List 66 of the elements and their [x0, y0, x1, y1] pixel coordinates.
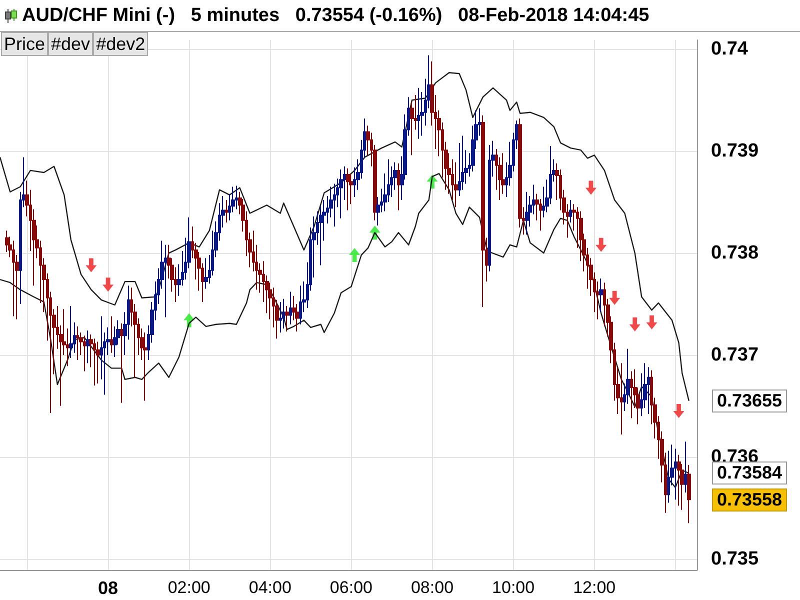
candlestick [630, 370, 633, 419]
y-tick-label: 0.737 [711, 344, 759, 366]
candlestick [143, 332, 147, 402]
x-tick-label: 04:00 [248, 578, 292, 597]
candlestick [83, 335, 86, 372]
candlestick [86, 330, 90, 364]
candlestick [674, 448, 677, 500]
point [629, 317, 640, 332]
candlestick [687, 464, 691, 524]
y-tick-label: 0.738 [711, 242, 759, 264]
chart-title: AUD/CHF Mini (-) 5 minutes 0.73554 (-0.16%) 08-Feb-2018 14:04:45 [22, 4, 650, 26]
annotation: #dev2 [93, 32, 148, 56]
point [86, 258, 97, 272]
x-tick-label: 10:00 [492, 578, 535, 597]
candlestick [120, 322, 123, 404]
candlestick [110, 316, 113, 354]
annotation: Price [1, 32, 48, 56]
x-tick-label: 08:00 [410, 578, 454, 597]
candlestick [285, 306, 289, 332]
candlestick [225, 200, 228, 223]
candlestick [684, 441, 687, 494]
candlestick [620, 362, 623, 435]
candlestick [282, 298, 285, 329]
point [609, 290, 620, 305]
y-tick-label: 0.735 [711, 548, 759, 570]
candlestick [164, 244, 167, 318]
candlestick [299, 285, 302, 325]
candlestick [69, 306, 73, 358]
annotation: 0.73584 [712, 462, 788, 485]
x-tick-label: 06:00 [330, 578, 372, 597]
candlestick [204, 258, 208, 290]
y-tick-label: 0.74 [711, 38, 748, 60]
x-tick-label: 08 [98, 578, 118, 598]
candlestick [289, 291, 292, 325]
point [585, 180, 596, 195]
line-series [0, 72, 690, 402]
annotation: #dev [48, 32, 94, 56]
point [646, 315, 658, 330]
line-series [0, 172, 690, 488]
x-tick-label: 12:00 [573, 578, 616, 597]
annotation: 0.73655 [712, 389, 788, 412]
candlestick [12, 240, 15, 317]
candlestick [417, 87, 420, 140]
candlestick [481, 114, 485, 308]
candlestick [93, 338, 96, 386]
point [596, 238, 607, 252]
candlestick [339, 168, 343, 219]
y-tick-label: 0.739 [711, 140, 759, 162]
candlestick [569, 200, 572, 223]
candlestick [96, 341, 100, 384]
point [102, 278, 114, 292]
annotation: 0.73558 [712, 488, 788, 512]
candlestick [346, 168, 350, 211]
candlestick [397, 162, 400, 211]
candlestick [488, 144, 491, 272]
candlestick [76, 326, 79, 361]
candlestick [647, 366, 650, 415]
point [673, 404, 684, 418]
candlestick [235, 185, 238, 210]
candlestick [525, 191, 529, 236]
candlestick [279, 301, 282, 334]
candlestick [599, 278, 603, 313]
candlestick [454, 162, 458, 208]
point [349, 248, 360, 262]
candlestick [677, 454, 681, 506]
x-tick-label: 02:00 [168, 578, 210, 597]
